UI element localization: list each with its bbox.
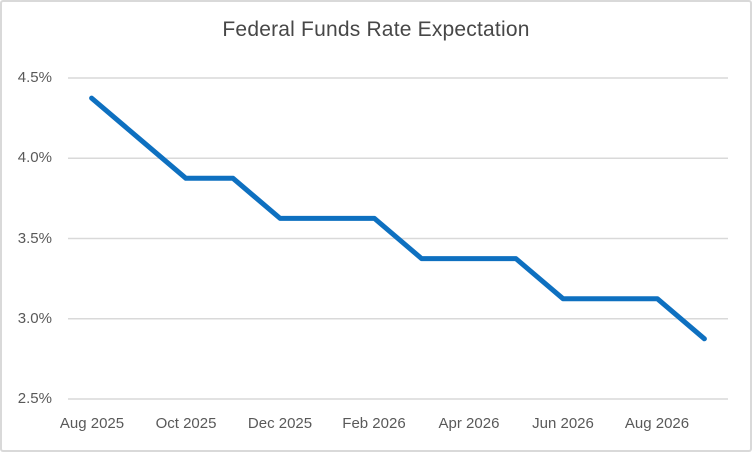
y-axis-tick-label: 4.5%	[17, 69, 52, 86]
y-axis-tick-label: 2.5%	[17, 390, 52, 407]
y-axis-tick-label: 3.5%	[17, 230, 52, 247]
x-axis-tick-label: Jun 2026	[532, 415, 594, 432]
chart-title: Federal Funds Rate Expectation	[222, 18, 530, 41]
rate-expectation-line	[89, 95, 707, 342]
x-axis-tick-label: Aug 2025	[59, 415, 125, 432]
x-axis-tick-label: Apr 2026	[438, 415, 500, 432]
x-axis-tick-label: Feb 2026	[342, 415, 406, 432]
x-axis-tick-label: Aug 2026	[624, 415, 690, 432]
y-axis-tick-label: 3.0%	[17, 310, 52, 327]
y-axis-tick-label: 4.0%	[17, 149, 52, 166]
x-axis-tick-label: Oct 2025	[155, 415, 217, 432]
x-axis-tick-label: Dec 2025	[247, 415, 313, 432]
